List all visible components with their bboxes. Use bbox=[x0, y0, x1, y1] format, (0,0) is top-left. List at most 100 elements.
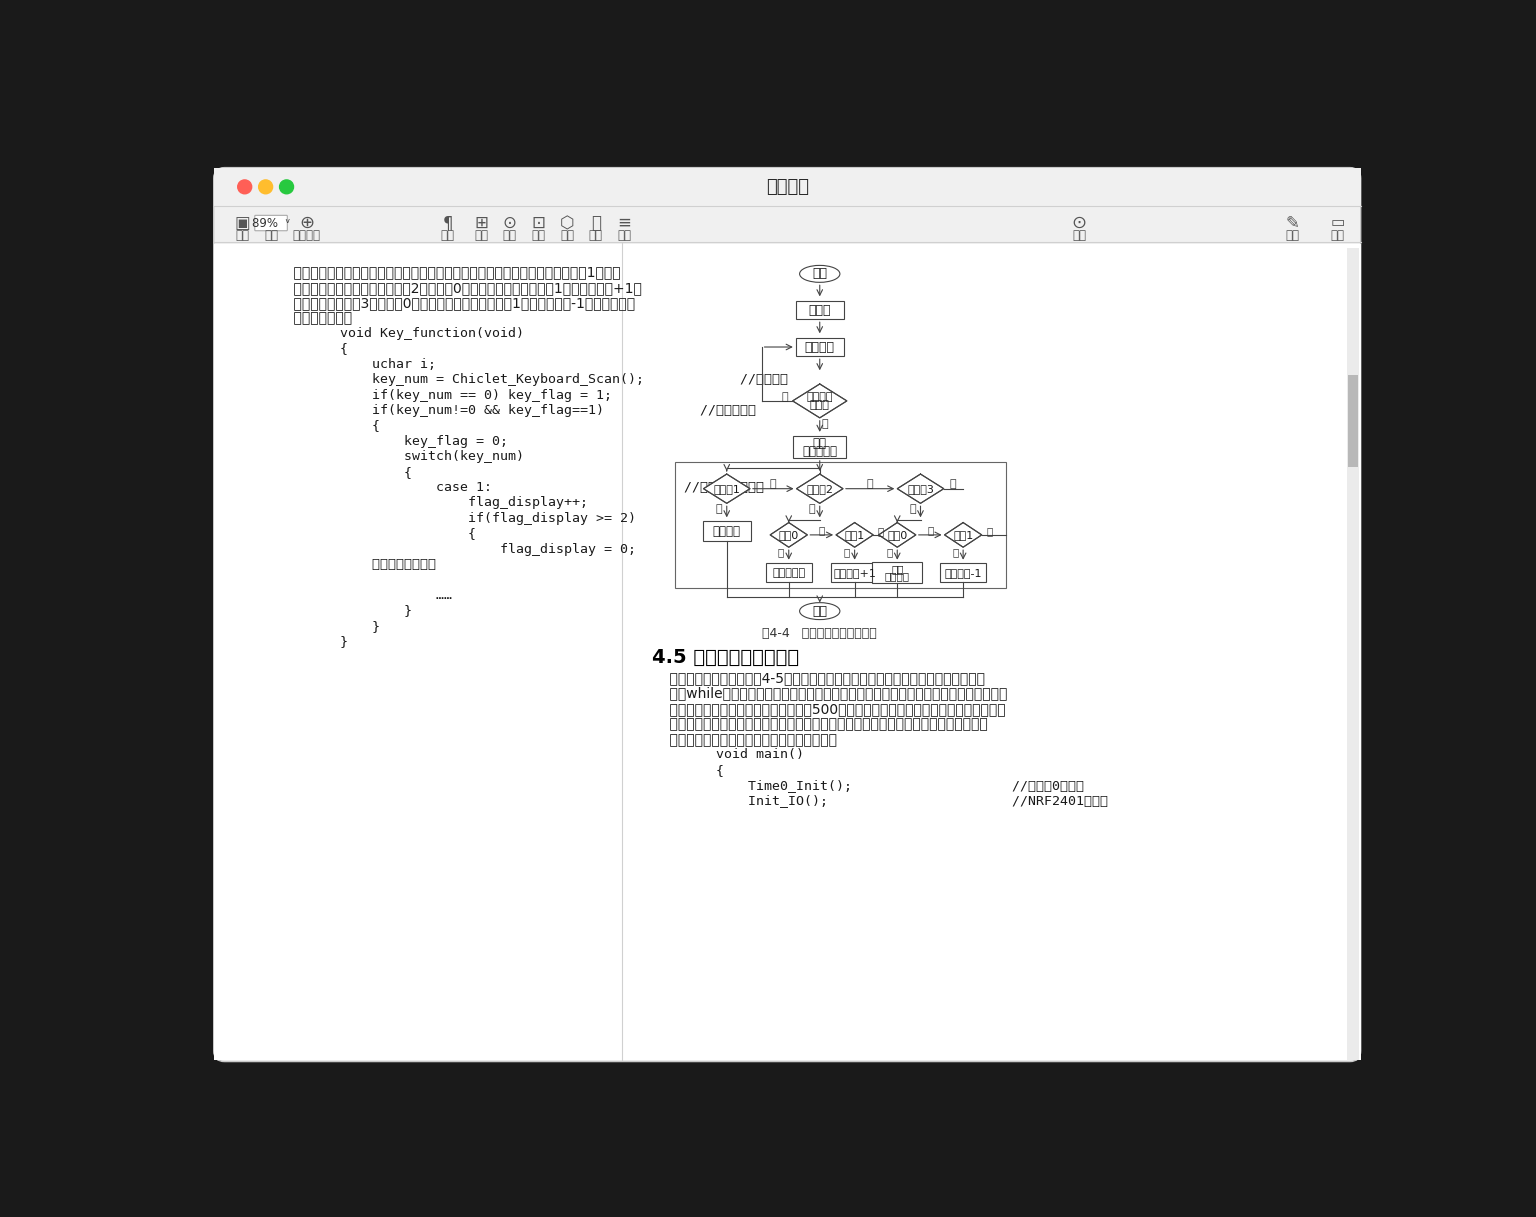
Text: if(key_num == 0) key_flag = 1;: if(key_num == 0) key_flag = 1; bbox=[275, 388, 611, 402]
Polygon shape bbox=[793, 385, 846, 417]
Text: 图4-4   主机按键函数子流程图: 图4-4 主机按键函数子流程图 bbox=[762, 627, 877, 639]
Text: 是否有按: 是否有按 bbox=[806, 392, 833, 402]
Text: 图表: 图表 bbox=[502, 229, 516, 242]
Text: 获取键值并: 获取键值并 bbox=[802, 444, 837, 458]
Text: Init_IO();                       //NRF2401初始化: Init_IO(); //NRF2401初始化 bbox=[653, 795, 1109, 807]
Text: 否: 否 bbox=[819, 526, 825, 535]
Polygon shape bbox=[797, 475, 843, 504]
Text: ⬡: ⬡ bbox=[559, 214, 574, 232]
Text: 结束: 结束 bbox=[813, 605, 828, 617]
Text: 开始: 开始 bbox=[813, 268, 828, 280]
Text: 紧接着进入第二个函数监测函数，每隔500毫秒获取一次烟雾浓度和温湿度并通过无线与: 紧接着进入第二个函数监测函数，每隔500毫秒获取一次烟雾浓度和温湿度并通过无线与 bbox=[653, 702, 1006, 716]
Text: 键值为2: 键值为2 bbox=[806, 483, 833, 494]
Text: 如果获取的键值为3，在界面0时，手动停止报警；在界面1时，烟雾阈值-1。其部分程序: 如果获取的键值为3，在界面0时，手动停止报警；在界面1时，烟雾阈值-1。其部分程… bbox=[275, 296, 634, 310]
Text: 协作: 协作 bbox=[1072, 229, 1086, 242]
Polygon shape bbox=[879, 522, 915, 548]
Text: 烟雾阈值+1: 烟雾阈值+1 bbox=[833, 567, 876, 578]
Text: 界面0: 界面0 bbox=[888, 529, 908, 540]
Text: 形状: 形状 bbox=[561, 229, 574, 242]
Text: 键按下的相关信息，通过不同的键值，进行相应变量的改变。如果获取的键值为1，进行: 键按下的相关信息，通过不同的键值，进行相应变量的改变。如果获取的键值为1，进行 bbox=[275, 265, 621, 280]
Text: 系统的从机主流程图如图4-5所示；在主程序中：首先对各个模块进行初始化，随后: 系统的从机主流程图如图4-5所示；在主程序中：首先对各个模块进行初始化，随后 bbox=[653, 672, 986, 685]
Polygon shape bbox=[836, 522, 874, 548]
Text: 是: 是 bbox=[822, 419, 828, 430]
Bar bbox=[1347, 248, 1359, 1060]
Text: key_flag = 0;: key_flag = 0; bbox=[275, 434, 508, 448]
Ellipse shape bbox=[800, 602, 840, 619]
Text: 否: 否 bbox=[928, 526, 934, 535]
Text: 是: 是 bbox=[843, 548, 849, 557]
Text: ⬜: ⬜ bbox=[591, 214, 601, 232]
Bar bbox=[214, 243, 1361, 1060]
Text: uchar i;: uchar i; bbox=[275, 358, 436, 371]
Text: 界面的切换。如果获取的键值为2，在界面0时，切换房间号；在界面1时，烟雾阈值+1。: 界面的切换。如果获取的键值为2，在界面0时，切换房间号；在界面1时，烟雾阈值+1… bbox=[275, 281, 642, 295]
Text: 键按下: 键按下 bbox=[809, 399, 829, 410]
Text: 烟雾阈值-1: 烟雾阈值-1 bbox=[945, 567, 982, 578]
Text: 切换界面: 切换界面 bbox=[713, 525, 740, 538]
FancyBboxPatch shape bbox=[765, 563, 813, 582]
Text: 界面1: 界面1 bbox=[952, 529, 974, 540]
Text: 初始化: 初始化 bbox=[808, 303, 831, 316]
Text: 界面1: 界面1 bbox=[845, 529, 865, 540]
Circle shape bbox=[280, 180, 293, 194]
Text: {: { bbox=[653, 763, 725, 776]
Text: 表格: 表格 bbox=[475, 229, 488, 242]
Text: ⊙: ⊙ bbox=[502, 214, 516, 232]
Text: flag_display = 0;: flag_display = 0; bbox=[275, 543, 636, 556]
FancyBboxPatch shape bbox=[872, 562, 922, 583]
Text: Time0_Init();                    //定时器0初始化: Time0_Init(); //定时器0初始化 bbox=[653, 779, 1084, 792]
Text: 键值为1: 键值为1 bbox=[713, 483, 740, 494]
Text: 判断: 判断 bbox=[813, 437, 826, 449]
Text: 软件设计: 软件设计 bbox=[766, 178, 808, 196]
Text: 接键扫描: 接键扫描 bbox=[805, 341, 834, 353]
FancyBboxPatch shape bbox=[796, 301, 843, 319]
Text: ✎: ✎ bbox=[1286, 214, 1299, 232]
Text: 格式: 格式 bbox=[1286, 229, 1299, 242]
Text: flag_display++;: flag_display++; bbox=[275, 497, 588, 510]
Text: 批注: 批注 bbox=[617, 229, 631, 242]
Text: 否: 否 bbox=[879, 526, 885, 535]
Text: if(flag_display >= 2): if(flag_display >= 2) bbox=[275, 512, 636, 525]
Text: 是: 是 bbox=[909, 505, 915, 515]
FancyBboxPatch shape bbox=[794, 437, 846, 458]
Polygon shape bbox=[703, 475, 750, 504]
Text: 否: 否 bbox=[770, 479, 777, 489]
Text: 否: 否 bbox=[866, 479, 874, 489]
Text: 否: 否 bbox=[949, 479, 957, 489]
Text: {: { bbox=[275, 527, 476, 540]
Text: void Key_function(void): void Key_function(void) bbox=[275, 327, 524, 340]
Text: 否: 否 bbox=[782, 392, 788, 402]
Text: 文稿: 文稿 bbox=[1330, 229, 1344, 242]
Text: {: { bbox=[275, 466, 412, 478]
Text: 是: 是 bbox=[952, 548, 958, 557]
Text: {: { bbox=[275, 342, 347, 355]
Text: }: } bbox=[275, 604, 412, 617]
Text: 是: 是 bbox=[886, 548, 892, 557]
Text: switch(key_num): switch(key_num) bbox=[275, 450, 524, 464]
FancyBboxPatch shape bbox=[940, 563, 986, 582]
Bar bbox=[1347, 375, 1358, 467]
Text: case 1:                        //按键1，切换界面: case 1: //按键1，切换界面 bbox=[275, 481, 763, 494]
Text: 界面0: 界面0 bbox=[779, 529, 799, 540]
Text: 进入while主循环，在主循环中，首先进入第一个函数按键函数，通过按键切换房间号；: 进入while主循环，在主循环中，首先进入第一个函数按键函数，通过按键切换房间号… bbox=[653, 686, 1008, 701]
Text: 4.5 从机主程序流程设计: 4.5 从机主程序流程设计 bbox=[653, 649, 799, 667]
Text: 是: 是 bbox=[716, 505, 722, 515]
FancyBboxPatch shape bbox=[214, 168, 1361, 1061]
Polygon shape bbox=[945, 522, 982, 548]
Text: 进行声光报警。其部分主程序源码如下所示：: 进行声光报警。其部分主程序源码如下所示： bbox=[653, 733, 837, 747]
Text: 切换房间号: 切换房间号 bbox=[773, 567, 805, 578]
Text: 手动关闭: 手动关闭 bbox=[885, 571, 909, 582]
Text: }: } bbox=[275, 635, 347, 647]
Text: 媒体: 媒体 bbox=[588, 229, 602, 242]
Circle shape bbox=[238, 180, 252, 194]
Text: 从机进行数据的发送和接收；紧接着进入第三个函数处理函数，若烟雾浓度大于阈值，: 从机进行数据的发送和接收；紧接着进入第三个函数处理函数，若烟雾浓度大于阈值， bbox=[653, 717, 988, 731]
Ellipse shape bbox=[800, 265, 840, 282]
Text: }: } bbox=[275, 619, 379, 633]
Text: 缩放: 缩放 bbox=[264, 229, 278, 242]
Text: 报警: 报警 bbox=[891, 563, 903, 574]
Text: ⊡: ⊡ bbox=[531, 214, 545, 232]
Text: 89%  ᵛ: 89% ᵛ bbox=[252, 217, 290, 230]
Text: 文本: 文本 bbox=[531, 229, 545, 242]
Circle shape bbox=[258, 180, 272, 194]
Bar bbox=[214, 168, 1361, 206]
Text: {: { bbox=[275, 420, 379, 432]
